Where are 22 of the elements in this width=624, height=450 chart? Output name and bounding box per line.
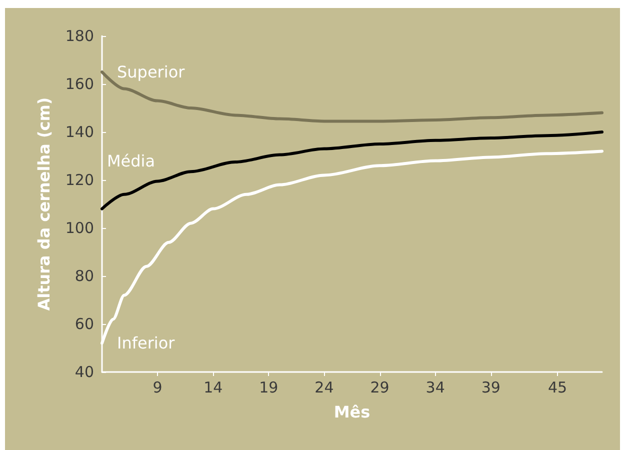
series-label: Inferior: [117, 334, 176, 353]
x-tick-label: 39: [481, 378, 500, 396]
x-tick-label: 34: [426, 378, 445, 396]
x-axis-title: Mês: [334, 402, 370, 422]
series-label: Superior: [117, 62, 186, 82]
x-tick-label: 14: [204, 378, 223, 396]
x-tick-label: 45: [548, 378, 568, 396]
y-tick-label: 180: [65, 27, 94, 45]
y-tick-label: 120: [65, 171, 94, 189]
y-tick-label: 140: [65, 123, 94, 141]
y-axis-title: Altura da cernelha (cm): [34, 97, 54, 311]
series-label: Média: [107, 151, 156, 170]
x-tick-label: 24: [314, 378, 334, 396]
y-tick-label: 160: [65, 75, 94, 93]
x-tick-label: 9: [152, 378, 162, 396]
x-tick-label: 19: [259, 378, 278, 396]
y-tick-label: 80: [74, 267, 94, 285]
line-series: [100, 130, 604, 210]
y-tick-label: 60: [74, 315, 94, 333]
y-tick-label: 100: [65, 219, 94, 237]
x-tick-label: 29: [370, 378, 390, 396]
y-tick-label: 40: [74, 363, 94, 381]
